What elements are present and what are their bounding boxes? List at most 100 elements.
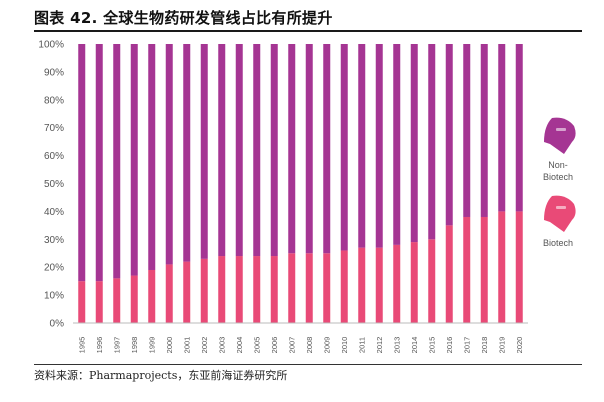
x-tick-label: 2015 [427,337,436,354]
bar-biotech-1999 [148,269,156,323]
y-tick-label: 40% [44,207,64,218]
bar-biotech-2018 [480,216,488,323]
y-axis: 0% 10% 20% 30% 40% 50% 60% 70% 80% 90% 100% [38,40,64,330]
bar-non-biotech-2006 [270,44,278,257]
bar-biotech-2009 [323,253,331,323]
bar-non-biotech-2018 [480,44,488,217]
bar-biotech-1995 [78,281,86,323]
x-tick-label: 2017 [462,337,471,354]
bar-biotech-2012 [375,247,383,323]
y-tick-label: 30% [44,235,64,246]
x-tick-label: 2005 [252,337,261,354]
x-tick-label: 2007 [287,337,296,354]
bar-biotech-2005 [253,256,261,323]
bar-non-biotech-1998 [130,44,138,276]
x-axis: 1995 1996 1997 1998 1999 2000 2001 2002 2003 2004… [77,337,524,354]
y-tick-label: 100% [38,40,64,51]
y-tick-label: 0% [50,319,65,330]
y-tick-label: 70% [44,123,64,134]
y-tick-label: 60% [44,151,64,162]
bar-biotech-2011 [358,247,366,323]
source-divider [34,364,582,365]
bar-non-biotech-2020 [515,44,523,212]
bar-biotech-2000 [165,264,173,323]
x-tick-label: 2014 [410,337,419,354]
x-tick-label: 2000 [165,337,174,354]
bar-non-biotech-2011 [358,44,366,248]
legend-item-non-biotech: Non- Biotech [543,117,576,182]
bar-biotech-2001 [183,261,191,323]
bar-non-biotech-2001 [183,44,191,262]
x-tick-label: 2004 [235,337,244,354]
bar-non-biotech-2012 [375,44,383,248]
bar-biotech-2002 [200,258,208,323]
bar-non-biotech-2004 [235,44,243,257]
bar-biotech-2013 [393,244,401,323]
y-tick-label: 20% [44,263,64,274]
bar-non-biotech-2010 [340,44,348,251]
x-tick-label: 2018 [480,337,489,354]
megaphone-icon [544,117,576,154]
x-tick-label: 2009 [322,337,331,354]
bar-biotech-2017 [463,216,471,323]
legend: Non- Biotech Biotech [543,117,576,248]
source-note: 资料来源：Pharmaprojects，东亚前海证券研究所 [34,369,288,382]
x-tick-label: 1997 [112,337,121,354]
bar-biotech-2019 [498,211,506,323]
x-tick-label: 2008 [305,337,314,354]
legend-item-biotech: Biotech [543,195,576,248]
bar-non-biotech-2002 [200,44,208,259]
y-tick-label: 90% [44,67,64,78]
y-tick-label: 10% [44,291,64,302]
x-tick-label: 2010 [340,337,349,354]
legend-label-line: Non- [548,160,568,170]
megaphone-icon [544,195,576,232]
bar-non-biotech-2019 [498,44,506,212]
y-tick-label: 50% [44,179,64,190]
bar-biotech-2004 [235,256,243,323]
x-tick-label: 2006 [270,337,279,354]
bar-non-biotech-2003 [218,44,226,257]
bar-biotech-2008 [305,253,313,323]
bar-non-biotech-2009 [323,44,331,254]
bar-non-biotech-1996 [95,44,103,282]
x-tick-label: 2019 [497,337,506,354]
bar-biotech-2007 [288,253,296,323]
bar-biotech-2020 [515,211,523,323]
x-tick-label: 2013 [392,337,401,354]
x-tick-label: 1998 [130,337,139,354]
bar-biotech-2015 [428,239,436,323]
bar-non-biotech-2015 [428,44,436,240]
bar-non-biotech-1995 [78,44,86,282]
x-tick-label: 2016 [445,337,454,354]
bar-biotech-1996 [95,281,103,323]
x-tick-label: 2001 [182,337,191,354]
bar-non-biotech-2014 [410,44,418,243]
y-tick-label: 80% [44,95,64,106]
bar-non-biotech-2007 [288,44,296,254]
legend-label-line: Biotech [543,172,573,182]
bar-non-biotech-2013 [393,44,401,245]
bar-non-biotech-2005 [253,44,261,257]
x-tick-label: 1999 [147,337,156,354]
x-tick-label: 2011 [357,337,366,353]
bar-non-biotech-1999 [148,44,156,270]
legend-label-line: Biotech [543,238,573,248]
bar-biotech-2010 [340,250,348,323]
bar-non-biotech-1997 [113,44,121,279]
bar-non-biotech-2008 [305,44,313,254]
bar-series [78,44,523,323]
x-tick-label: 2003 [217,337,226,354]
bar-non-biotech-2017 [463,44,471,217]
figure-title: 图表 42. 全球生物药研发管线占比有所提升 [34,9,333,27]
bar-biotech-2016 [445,225,453,323]
bar-biotech-1997 [113,278,121,323]
x-tick-label: 2012 [375,337,384,354]
x-tick-label: 1995 [77,337,86,354]
bar-biotech-2003 [218,256,226,323]
bar-biotech-2014 [410,242,418,323]
bar-non-biotech-2016 [445,44,453,226]
x-tick-label: 2020 [515,337,524,354]
x-tick-label: 2002 [200,337,209,354]
